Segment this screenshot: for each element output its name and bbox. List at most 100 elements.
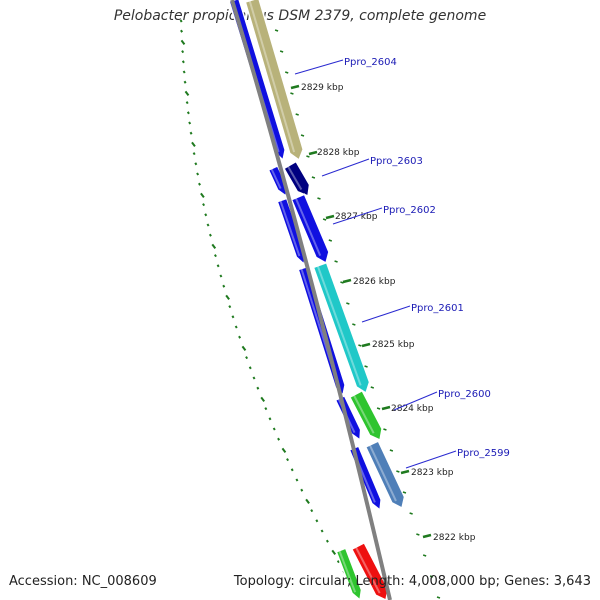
scale-tick-mark (272, 427, 276, 431)
scale-major-tick (325, 214, 335, 220)
gene-highlight (248, 0, 296, 153)
scale-tick-mark (180, 39, 186, 46)
scale-minor-tick (306, 155, 310, 158)
gene-label-pointer (393, 391, 438, 411)
scale-minor-tick (295, 113, 299, 116)
scale-minor-tick (402, 491, 407, 494)
gene-feature-11[interactable] (364, 440, 406, 510)
gene-highlight (294, 197, 322, 257)
gene-label-ppro_2599[interactable]: Ppro_2599 (457, 448, 510, 459)
gene-highlight (270, 168, 282, 189)
gene-feature-7[interactable] (312, 261, 371, 395)
scale-minor-tick (376, 407, 381, 410)
scale-minor-tick (300, 134, 305, 137)
gene-highlight (279, 200, 301, 257)
scale-minor-tick (352, 323, 356, 326)
scale-label: 2824 kbp (391, 404, 434, 414)
scale-tick-mark (182, 70, 186, 74)
gene-feature-3[interactable] (282, 160, 311, 198)
gene-feature-12[interactable] (335, 547, 363, 600)
gene-label-pointer (294, 59, 344, 75)
scale-tick-mark (179, 19, 183, 23)
scale-minor-tick (279, 50, 284, 53)
scale-tick-mark (184, 90, 190, 97)
scale-minor-tick (328, 239, 333, 242)
gene-highlight (287, 165, 303, 190)
gene-label-pointer (321, 158, 370, 177)
scale-label: 2823 kbp (411, 468, 454, 478)
scale-tick-mark (213, 254, 217, 258)
scale-tick-mark (202, 203, 206, 207)
scale-tick-mark (211, 243, 217, 249)
scale-tick-mark (238, 335, 242, 339)
scale-tick-mark (192, 152, 196, 156)
scale-tick-mark (208, 233, 212, 237)
scale-tick-mark (260, 396, 265, 402)
gene-labels: Ppro_2604 Ppro_2603 Ppro_2602 Ppro_2601 Ppro… (294, 57, 510, 469)
scale-minor-tick (358, 344, 362, 347)
gene-feature-1[interactable] (244, 0, 304, 162)
gene-highlight (354, 546, 381, 594)
scale-minor-tick (429, 575, 434, 578)
scale-tick-mark (180, 29, 183, 33)
scale-tick-mark (305, 498, 310, 504)
scale-tick-mark (300, 488, 304, 492)
scale-minor-tick (409, 512, 413, 515)
map-title: Pelobacter propionicus DSM 2379, complet… (113, 8, 487, 24)
scale-tick-mark (286, 458, 290, 462)
scale-minor-tick (317, 197, 321, 200)
scale-tick-mark (245, 356, 249, 360)
scale-minor-tick (370, 386, 375, 389)
scale-label: 2825 kbp (372, 340, 415, 350)
scale-tick-mark (222, 284, 226, 288)
scale-tick-mark (219, 274, 223, 278)
scale-tick-mark (320, 529, 324, 533)
scale-label: 2828 kbp (317, 148, 360, 158)
gene-label-pointer (405, 450, 457, 469)
scale-major-tick (422, 533, 432, 539)
gene-label-ppro_2602[interactable]: Ppro_2602 (383, 205, 436, 216)
scale-tick-mark (181, 50, 185, 54)
scale-minor-tick (274, 29, 279, 32)
scale-major-tick (342, 278, 352, 284)
scale-minor-tick (383, 428, 387, 431)
gene-highlight (316, 265, 362, 386)
scale-tick-mark (331, 549, 337, 556)
scale-labels: 2829 kbp 2828 kbp 2827 kbp 2826 kbp 2825 kbp… (274, 29, 476, 599)
scale-minor-tick (290, 92, 294, 95)
gene-label-ppro_2601[interactable]: Ppro_2601 (411, 303, 464, 314)
scale-tick-mark (194, 162, 198, 166)
scale-tick-mark (181, 60, 185, 64)
scale-tick-mark (198, 182, 201, 186)
gene-feature-9[interactable] (348, 389, 383, 442)
scale-label: 2826 kbp (353, 277, 396, 287)
scale-tick-mark (252, 376, 256, 380)
scale-tick-mark (234, 325, 238, 329)
accession-text: Accession: NC_008609 (9, 574, 157, 589)
scale-minor-tick (284, 71, 289, 74)
scale-tick-mark (191, 141, 196, 147)
scale-tick-mark (185, 101, 189, 105)
scale-tick-mark (336, 560, 340, 564)
gene-label-pointer (361, 305, 411, 323)
scale-tick-mark (206, 223, 210, 227)
gene-label-ppro_2603[interactable]: Ppro_2603 (370, 156, 423, 167)
scale-tick-mark (295, 478, 299, 482)
scale-tick-mark (200, 192, 205, 198)
scale-tick-mark (277, 437, 281, 441)
scale-ticks (179, 19, 357, 594)
gene-feature-5[interactable] (290, 193, 330, 265)
scale-major-tick (308, 150, 318, 156)
scale-tick-mark (186, 111, 190, 115)
scale-tick-mark (196, 172, 200, 176)
gene-label-ppro_2604[interactable]: Ppro_2604 (344, 57, 397, 68)
gene-label-ppro_2600[interactable]: Ppro_2600 (438, 389, 491, 400)
scale-minor-tick (422, 554, 427, 557)
scale-tick-mark (281, 447, 287, 453)
scale-minor-tick (334, 260, 338, 263)
scale-tick-mark (188, 121, 192, 125)
scale-major-tick (290, 84, 300, 90)
scale-minor-tick (389, 449, 394, 452)
